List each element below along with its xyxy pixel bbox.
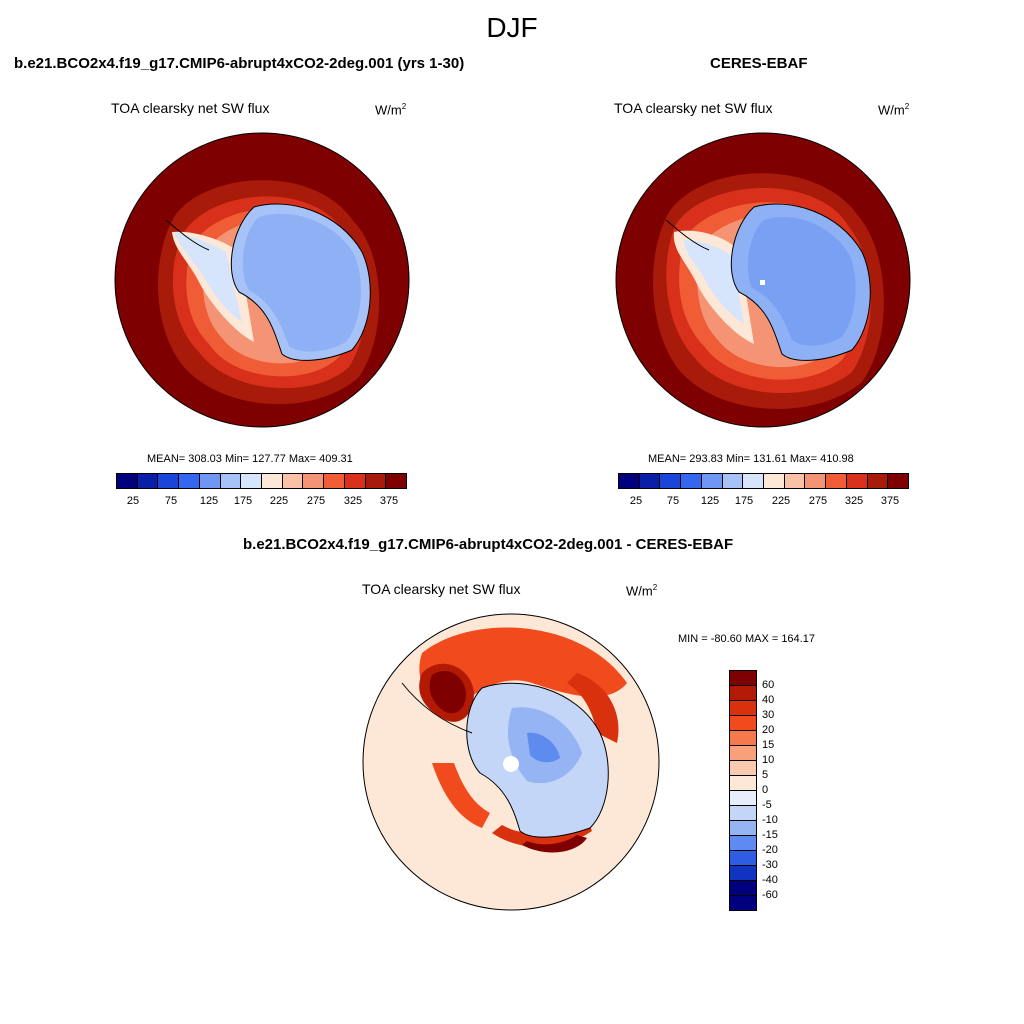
panel-1-colorbar-swatch xyxy=(158,474,180,488)
panel-3-colorbar-label: -60 xyxy=(762,889,778,901)
panel-2-colorbar-label: 275 xyxy=(808,495,828,507)
panel-3-colorbar-label: -10 xyxy=(762,814,778,826)
panel-3-colorbar-label: -40 xyxy=(762,874,778,886)
panel-2-colorbar-label: 325 xyxy=(844,495,864,507)
panel-3-colorbar-label: -5 xyxy=(762,799,772,811)
panel-1-colorbar-swatch xyxy=(262,474,283,488)
panel-1-colorbar-swatch xyxy=(199,474,221,488)
panel-1-colorbar-label: 275 xyxy=(306,495,326,507)
panel-2-map xyxy=(615,132,911,428)
panel-3-variable: TOA clearsky net SW flux xyxy=(362,581,521,597)
panel-2-colorbar-swatch xyxy=(743,474,765,488)
panel-2-colorbar-swatch xyxy=(701,474,723,488)
panel-3-colorbar-swatch xyxy=(730,686,756,701)
panel-1-colorbar-label: 25 xyxy=(126,495,140,507)
panel-3-colorbar-label: -30 xyxy=(762,859,778,871)
panel-2-colorbar-swatch xyxy=(764,474,785,488)
panel-3-colorbar-swatch xyxy=(730,776,756,791)
panel-2-colorbar-label: 375 xyxy=(880,495,900,507)
panel-2-colorbar-swatch xyxy=(639,474,661,488)
panel-1-colorbar-swatch xyxy=(241,474,263,488)
season-title: DJF xyxy=(486,12,538,43)
panel-2-variable: TOA clearsky net SW flux xyxy=(614,100,773,116)
panel-3-colorbar-swatch xyxy=(730,836,756,851)
panel-1-variable: TOA clearsky net SW flux xyxy=(111,100,270,116)
panel-3-colorbar-swatch xyxy=(730,851,756,866)
panel-2-stats: MEAN= 293.83 Min= 131.61 Max= 410.98 xyxy=(648,453,854,465)
panel-2-units: W/m2 xyxy=(878,102,910,118)
panel-3-colorbar-swatch xyxy=(730,866,756,881)
panel-1-colorbar-swatch xyxy=(365,474,387,488)
panel-2-colorbar-swatch xyxy=(826,474,847,488)
panel-3-colorbar-swatch xyxy=(730,761,756,776)
panel-1-colorbar-swatch xyxy=(303,474,325,488)
panel-3-colorbar-label: 40 xyxy=(762,694,775,706)
panel-2-colorbar-swatch xyxy=(888,474,909,488)
panel-3-map xyxy=(362,613,660,911)
panel-3-colorbar-label: 20 xyxy=(762,724,775,736)
panel-1-colorbar-swatch xyxy=(344,474,366,488)
panel-2-colorbar-swatch xyxy=(805,474,827,488)
panel-1-colorbar-label: 75 xyxy=(164,495,178,507)
panel-3-colorbar-swatch xyxy=(730,746,756,761)
panel-3-title: b.e21.BCO2x4.f19_g17.CMIP6-abrupt4xCO2-2… xyxy=(243,536,734,553)
panel-3-colorbar-label: 30 xyxy=(762,709,775,721)
panel-1-colorbar-swatch xyxy=(179,474,200,488)
panel-1-stats: MEAN= 308.03 Min= 127.77 Max= 409.31 xyxy=(147,453,353,465)
panel-1-colorbar xyxy=(116,473,407,489)
panel-3-colorbar-label: -20 xyxy=(762,844,778,856)
panel-3-colorbar-label: 0 xyxy=(762,784,769,796)
panel-1-colorbar-label: 175 xyxy=(233,495,253,507)
panel-2-colorbar-label: 75 xyxy=(666,495,680,507)
panel-1-colorbar-label: 125 xyxy=(199,495,219,507)
panel-3-colorbar-swatch xyxy=(730,896,756,910)
panel-3-colorbar-label: 10 xyxy=(762,754,775,766)
panel-1-colorbar-swatch xyxy=(386,474,407,488)
panel-3-units: W/m2 xyxy=(626,583,658,599)
panel-1-colorbar-swatch xyxy=(220,474,242,488)
panel-1-colorbar-swatch xyxy=(137,474,159,488)
panel-3-colorbar-swatch xyxy=(730,716,756,731)
panel-2-colorbar-label: 175 xyxy=(734,495,754,507)
panel-2-colorbar-label: 125 xyxy=(700,495,720,507)
panel-3-colorbar-label: -15 xyxy=(762,829,778,841)
panel-3-colorbar-label: 15 xyxy=(762,739,775,751)
panel-3-colorbar-swatch xyxy=(730,671,756,686)
panel-3-colorbar-swatch xyxy=(730,791,756,806)
panel-3-colorbar-swatch xyxy=(730,701,756,716)
panel-3-colorbar-swatch xyxy=(730,806,756,821)
panel-1-colorbar-label: 225 xyxy=(269,495,289,507)
panel-1-colorbar-swatch xyxy=(324,474,345,488)
panel-2-colorbar-swatch xyxy=(619,474,640,488)
panel-2-colorbar xyxy=(618,473,909,489)
panel-1-colorbar-swatch xyxy=(282,474,304,488)
panel-1-map xyxy=(114,132,410,428)
panel-2-colorbar-swatch xyxy=(846,474,868,488)
panel-3-colorbar-swatch xyxy=(730,821,756,836)
panel-2-colorbar-swatch xyxy=(660,474,682,488)
panel-2-colorbar-label: 225 xyxy=(771,495,791,507)
panel-3-stats: MIN = -80.60 MAX = 164.17 xyxy=(678,633,815,645)
panel-2-title: CERES-EBAF xyxy=(710,55,808,72)
panel-3-colorbar-label: 60 xyxy=(762,679,775,691)
panel-1-title: b.e21.BCO2x4.f19_g17.CMIP6-abrupt4xCO2-2… xyxy=(14,55,465,72)
panel-1-colorbar-label: 325 xyxy=(343,495,363,507)
panel-1-colorbar-swatch xyxy=(117,474,138,488)
panel-3-colorbar-label: 5 xyxy=(762,769,769,781)
panel-2-colorbar-swatch xyxy=(784,474,806,488)
panel-2-colorbar-swatch xyxy=(722,474,744,488)
panel-1-units: W/m2 xyxy=(375,102,407,118)
panel-2-colorbar-label: 25 xyxy=(629,495,643,507)
panel-3-colorbar-swatch xyxy=(730,881,756,896)
panel-3-colorbar xyxy=(729,670,757,911)
panel-1-colorbar-label: 375 xyxy=(379,495,399,507)
panel-3-colorbar-swatch xyxy=(730,731,756,746)
panel-2-colorbar-swatch xyxy=(681,474,702,488)
panel-2-colorbar-swatch xyxy=(867,474,889,488)
